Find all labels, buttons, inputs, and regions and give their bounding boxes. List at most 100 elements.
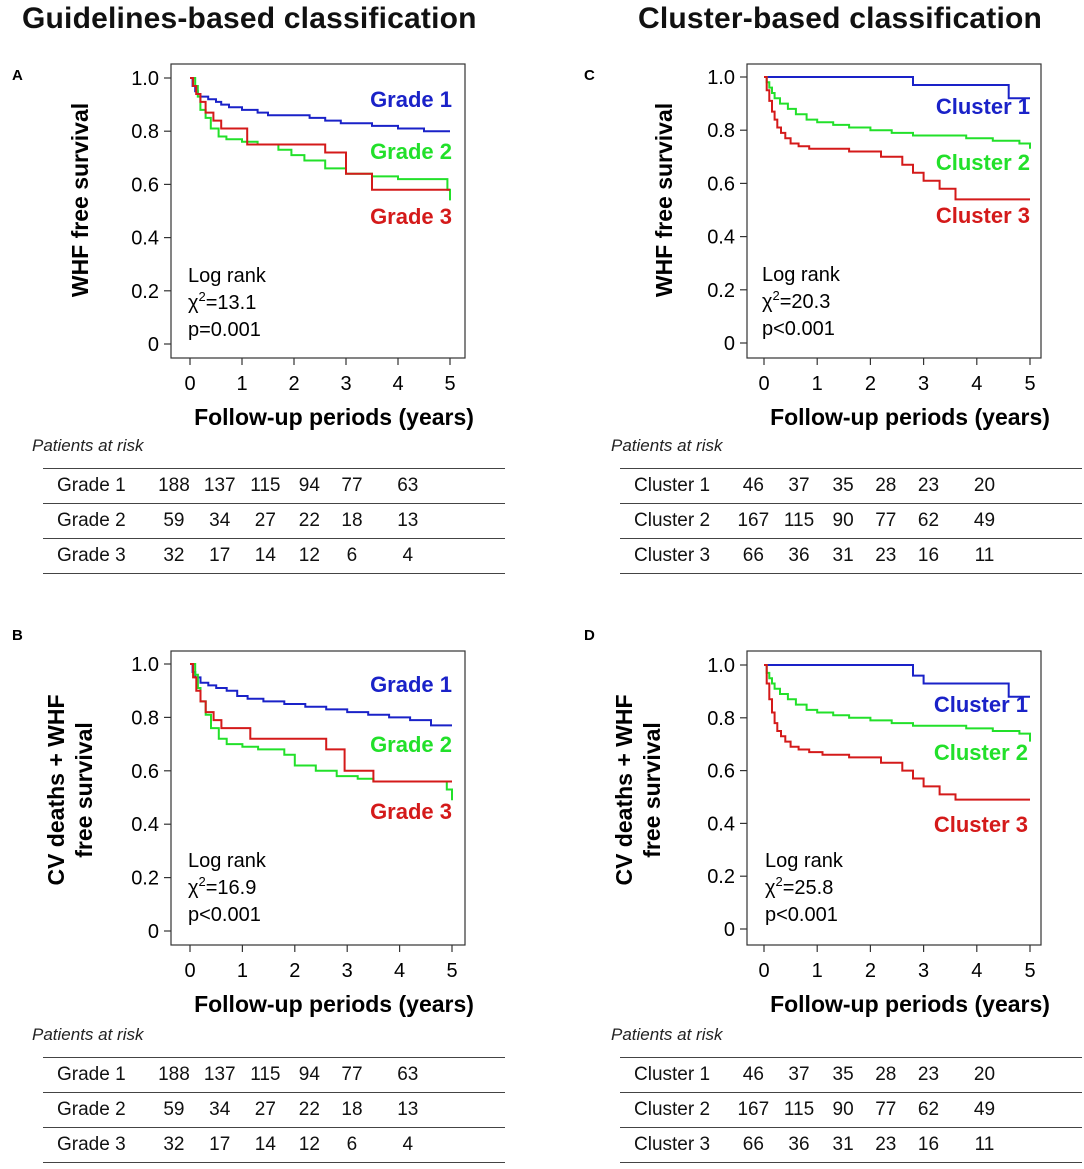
- y-tick-label: 0.8: [707, 120, 735, 142]
- stat-line: Log rank: [188, 850, 267, 872]
- risk-count: 77: [864, 503, 908, 539]
- risk-count: 20: [949, 1057, 1020, 1093]
- risk-count: 14: [242, 1127, 289, 1163]
- y-tick-label: 0.4: [707, 227, 735, 249]
- risk-count: 28: [864, 1057, 908, 1093]
- risk-count: 188: [151, 468, 197, 504]
- risk-count: 22: [288, 1092, 331, 1128]
- table-row: Cluster 3 66 36 31 23 16 11: [620, 1127, 1082, 1163]
- left-column-title: Guidelines-based classification: [22, 2, 477, 35]
- right-column-title: Cluster-based classification: [638, 2, 1043, 35]
- risk-count: 31: [821, 538, 865, 574]
- risk-count: 23: [864, 1127, 908, 1163]
- risk-count: 115: [776, 1092, 822, 1128]
- row-label: Cluster 1: [620, 1057, 731, 1093]
- series-line-cluster-2: [764, 664, 1031, 742]
- stat-line: p<0.001: [765, 904, 838, 926]
- y-tick-label: 0.8: [131, 121, 159, 143]
- risk-count: 4: [373, 1127, 443, 1163]
- x-tick-label: 0: [184, 373, 195, 395]
- table-row: Cluster 2 167 115 90 77 62 49: [620, 503, 1082, 539]
- plot-frame: [746, 650, 1042, 946]
- x-tick-label: 0: [758, 373, 769, 395]
- risk-count: 115: [242, 468, 289, 504]
- risk-count: 94: [288, 468, 331, 504]
- risk-count: 137: [196, 1057, 243, 1093]
- x-tick-label: 2: [289, 960, 300, 982]
- table-row: Grade 1 188 137 115 94 77 63: [43, 468, 505, 504]
- risk-count: 77: [330, 468, 374, 504]
- risk-count: 18: [330, 503, 374, 539]
- risk-count: 18: [330, 1092, 374, 1128]
- x-axis-title: Follow-up periods (years): [194, 991, 474, 1017]
- row-pad: [1019, 503, 1082, 539]
- y-axis-title-line: free survival: [639, 722, 665, 858]
- series-line-grade-3: [190, 663, 452, 783]
- y-axis-title-line: CV deaths + WHF: [611, 694, 637, 885]
- risk-count: 14: [242, 538, 289, 574]
- risk-count: 27: [242, 503, 289, 539]
- row-pad: [442, 1092, 505, 1128]
- risk-count: 6: [330, 538, 374, 574]
- x-tick-label: 5: [1024, 373, 1035, 395]
- table-row: Cluster 1 46 37 35 28 23 20: [620, 1057, 1082, 1093]
- y-tick-label: 0.2: [131, 868, 159, 890]
- stat-line: χ2=13.1: [188, 289, 256, 314]
- risk-count: 17: [196, 538, 243, 574]
- row-label: Grade 3: [43, 538, 151, 574]
- risk-count: 23: [864, 538, 908, 574]
- y-tick-label: 0: [724, 333, 735, 355]
- row-pad: [1019, 1092, 1082, 1128]
- risk-count: 77: [864, 1092, 908, 1128]
- legend-grade-3: Grade 3: [370, 204, 452, 229]
- x-tick-label: 1: [237, 960, 248, 982]
- table-row: Cluster 3 66 36 31 23 16 11: [620, 538, 1082, 574]
- table-row: Grade 2 59 34 27 22 18 13: [43, 503, 505, 539]
- row-label: Grade 2: [43, 1092, 151, 1128]
- stat-line: p=0.001: [188, 319, 261, 341]
- patients-at-risk-table-d: Cluster 1 46 37 35 28 23 20 Cluster 2 167 115 90 77…: [620, 1057, 1082, 1163]
- risk-count: 16: [907, 1127, 950, 1163]
- risk-count: 27: [242, 1092, 289, 1128]
- legend-grade-2: Grade 2: [370, 139, 452, 164]
- x-tick-label: 5: [444, 373, 455, 395]
- risk-count: 37: [776, 1057, 822, 1093]
- y-tick-label: 0.6: [131, 174, 159, 196]
- plot-frame: [170, 63, 466, 359]
- x-tick-label: 3: [918, 373, 929, 395]
- stat-line: Log rank: [762, 264, 841, 286]
- risk-count: 11: [949, 538, 1020, 574]
- risk-count: 66: [730, 538, 777, 574]
- table-row: Cluster 2 167 115 90 77 62 49: [620, 1092, 1082, 1128]
- series-line-cluster-3: [764, 76, 1030, 201]
- y-tick-label: 0.2: [707, 280, 735, 302]
- x-tick-label: 0: [758, 960, 769, 982]
- panel-b: B 0 0.2 0.4 0.6 0.8 1.0 0 1 2 3 4 5 Follow-up periods…: [12, 627, 474, 1017]
- x-tick-label: 5: [446, 960, 457, 982]
- legend-grade-3: Grade 3: [370, 799, 452, 824]
- risk-count: 63: [373, 1057, 443, 1093]
- panel-d: D 0 0.2 0.4 0.6 0.8 1.0 0 1 2 3 4 5 Follow-up periods…: [584, 627, 1050, 1017]
- risk-count: 32: [151, 538, 197, 574]
- y-tick-label: 0: [724, 919, 735, 941]
- stat-line: Log rank: [765, 850, 844, 872]
- stat-line: χ2=16.9: [188, 874, 256, 899]
- x-tick-label: 2: [865, 960, 876, 982]
- table-row: Grade 3 32 17 14 12 6 4: [43, 1127, 505, 1163]
- risk-count: 188: [151, 1057, 197, 1093]
- y-tick-label: 1.0: [131, 654, 159, 676]
- y-tick-label: 0.6: [707, 761, 735, 783]
- risk-count: 31: [821, 1127, 865, 1163]
- legend-cluster-1: Cluster 1: [936, 94, 1030, 119]
- y-tick-label: 1.0: [707, 67, 735, 89]
- risk-count: 49: [949, 1092, 1020, 1128]
- patients-at-risk-table-c: Cluster 1 46 37 35 28 23 20 Cluster 2 167 115 90 77…: [620, 468, 1082, 574]
- risk-count: 137: [196, 468, 243, 504]
- stat-line: p<0.001: [188, 904, 261, 926]
- y-tick-label: 0.4: [131, 228, 159, 250]
- row-label: Grade 1: [43, 1057, 151, 1093]
- x-tick-label: 4: [394, 960, 405, 982]
- x-tick-label: 4: [971, 373, 982, 395]
- panel-letter: C: [584, 67, 595, 84]
- stat-line: χ2=20.3: [762, 288, 830, 313]
